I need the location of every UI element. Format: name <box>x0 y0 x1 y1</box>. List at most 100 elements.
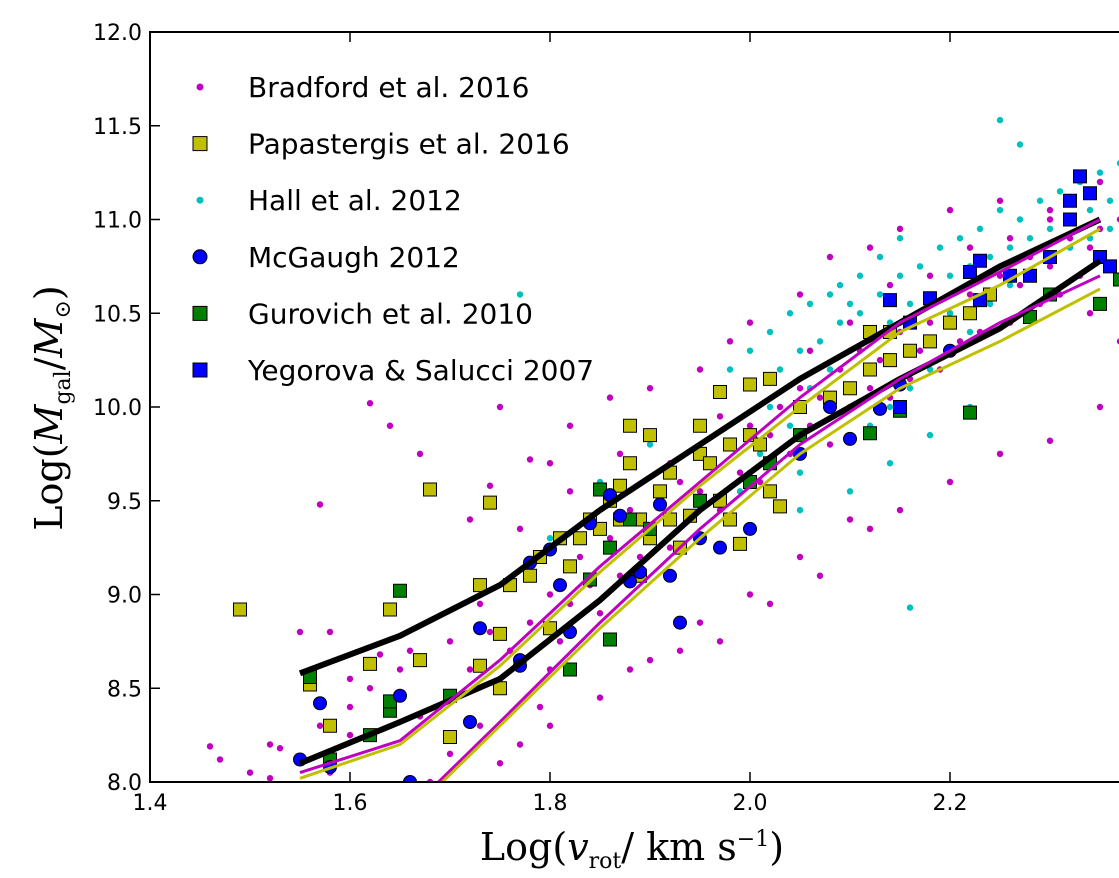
point-papastergis-et-al-2016 <box>743 377 757 392</box>
point-papastergis-et-al-2016 <box>653 484 667 499</box>
point-bradford-et-al-2016 <box>466 666 474 673</box>
point-bradford-et-al-2016 <box>746 422 754 429</box>
trend-line-6 <box>440 287 1101 782</box>
trend-line-4 <box>299 227 1101 780</box>
legend-label: McGaugh 2012 <box>248 241 460 274</box>
point-bradford-et-al-2016 <box>866 385 874 392</box>
point-bradford-et-al-2016 <box>316 501 324 508</box>
point-papastergis-et-al-2016 <box>843 381 857 396</box>
point-bradford-et-al-2016 <box>1006 235 1014 242</box>
point-bradford-et-al-2016 <box>536 703 544 711</box>
trend-line-1 <box>298 216 1102 677</box>
point-hall-et-al-2012 <box>946 272 954 279</box>
legend-marker <box>192 305 208 321</box>
point-bradford-et-al-2016 <box>1016 281 1024 289</box>
point-bradford-et-al-2016 <box>416 450 424 458</box>
legend: Bradford et al. 2016 Papastergis et al. 2… <box>192 71 594 387</box>
point-papastergis-et-al-2016 <box>383 602 397 617</box>
point-bradford-et-al-2016 <box>766 600 774 608</box>
point-yegorova-salucci-2007 <box>893 400 907 414</box>
point-bradford-et-al-2016 <box>916 347 924 354</box>
point-bradford-et-al-2016 <box>966 244 974 251</box>
x-axis-label: Log(vrot/ km s−1) <box>480 825 784 874</box>
point-papastergis-et-al-2016 <box>723 437 737 452</box>
point-bradford-et-al-2016 <box>376 651 384 658</box>
x-tick-label: 1.8 <box>533 791 568 816</box>
point-bradford-et-al-2016 <box>606 535 614 542</box>
point-papastergis-et-al-2016 <box>623 418 637 433</box>
point-bradford-et-al-2016 <box>926 272 934 279</box>
trend-line-3 <box>299 218 1101 775</box>
point-hall-et-al-2012 <box>886 403 894 411</box>
point-bradford-et-al-2016 <box>1116 338 1119 345</box>
point-papastergis-et-al-2016 <box>623 456 637 471</box>
point-papastergis-et-al-2016 <box>233 602 247 617</box>
point-papastergis-et-al-2016 <box>323 718 337 733</box>
legend-marker <box>192 249 208 265</box>
point-hall-et-al-2012 <box>906 604 914 611</box>
legend-label: Bradford et al. 2016 <box>248 71 529 104</box>
y-tick-label: 9.5 <box>107 490 142 515</box>
point-hall-et-al-2012 <box>726 366 734 373</box>
point-bradford-et-al-2016 <box>546 591 554 598</box>
point-mcgaugh-2012 <box>823 400 837 414</box>
point-bradford-et-al-2016 <box>526 619 534 626</box>
point-papastergis-et-al-2016 <box>473 658 487 673</box>
point-hall-et-al-2012 <box>1006 281 1014 289</box>
point-bradford-et-al-2016 <box>816 394 824 401</box>
point-bradford-et-al-2016 <box>206 743 214 750</box>
point-papastergis-et-al-2016 <box>943 315 957 330</box>
point-bradford-et-al-2016 <box>716 413 724 420</box>
point-papastergis-et-al-2016 <box>413 653 427 668</box>
point-bradford-et-al-2016 <box>1086 310 1094 317</box>
point-bradford-et-al-2016 <box>866 244 874 251</box>
point-bradford-et-al-2016 <box>486 482 494 489</box>
point-bradford-et-al-2016 <box>316 722 324 729</box>
point-bradford-et-al-2016 <box>806 347 814 354</box>
point-bradford-et-al-2016 <box>366 685 374 692</box>
point-bradford-et-al-2016 <box>546 460 554 467</box>
point-papastergis-et-al-2016 <box>423 482 437 497</box>
trend-line-2 <box>298 258 1102 767</box>
point-hall-et-al-2012 <box>836 319 844 326</box>
point-hall-et-al-2012 <box>956 235 964 242</box>
legend-marker <box>192 136 208 152</box>
point-mcgaugh-2012 <box>653 497 667 512</box>
point-hall-et-al-2012 <box>926 366 934 373</box>
point-papastergis-et-al-2016 <box>763 484 777 499</box>
point-papastergis-et-al-2016 <box>563 559 577 574</box>
point-hall-et-al-2012 <box>1046 225 1054 233</box>
x-tick-label: 2.2 <box>933 791 968 816</box>
point-bradford-et-al-2016 <box>266 775 274 782</box>
point-mcgaugh-2012 <box>403 775 417 782</box>
axis-ticks <box>149 31 951 783</box>
point-bradford-et-al-2016 <box>1046 216 1054 223</box>
point-hall-et-al-2012 <box>1116 160 1119 167</box>
point-bradford-et-al-2016 <box>1046 437 1054 444</box>
point-bradford-et-al-2016 <box>816 572 824 579</box>
point-bradford-et-al-2016 <box>796 291 804 298</box>
point-bradford-et-al-2016 <box>596 610 604 617</box>
point-bradford-et-al-2016 <box>846 319 854 326</box>
point-hall-et-al-2012 <box>906 385 914 392</box>
point-bradford-et-al-2016 <box>516 525 524 533</box>
point-mcgaugh-2012 <box>713 540 727 555</box>
point-bradford-et-al-2016 <box>496 760 504 767</box>
point-hall-et-al-2012 <box>1026 235 1034 242</box>
point-gurovich-et-al-2010 <box>1093 296 1107 311</box>
point-mcgaugh-2012 <box>613 508 627 523</box>
point-papastergis-et-al-2016 <box>863 362 877 377</box>
point-papastergis-et-al-2016 <box>923 334 937 349</box>
point-mcgaugh-2012 <box>743 521 757 536</box>
point-hall-et-al-2012 <box>826 366 834 373</box>
y-tick-label: 12.0 <box>93 21 142 46</box>
point-bradford-et-al-2016 <box>566 422 574 429</box>
point-bradford-et-al-2016 <box>646 656 654 664</box>
point-hall-et-al-2012 <box>776 366 784 373</box>
point-bradford-et-al-2016 <box>386 422 394 429</box>
point-papastergis-et-al-2016 <box>693 418 707 433</box>
point-papastergis-et-al-2016 <box>443 730 457 744</box>
point-gurovich-et-al-2010 <box>863 426 877 441</box>
point-papastergis-et-al-2016 <box>473 578 487 593</box>
point-hall-et-al-2012 <box>976 225 984 233</box>
